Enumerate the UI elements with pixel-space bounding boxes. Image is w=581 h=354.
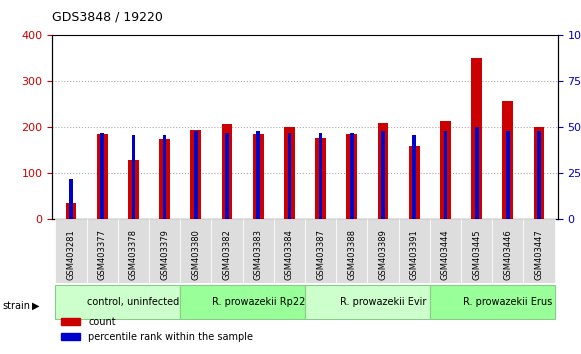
Bar (381, 131, 385, 219)
Bar (128, 160, 139, 219)
FancyBboxPatch shape (55, 219, 87, 283)
Bar (475, 127, 479, 219)
FancyBboxPatch shape (55, 285, 180, 319)
Legend: count, percentile rank within the sample: count, percentile rank within the sample (57, 313, 257, 346)
Text: R. prowazekii Evir: R. prowazekii Evir (340, 297, 426, 307)
Text: GSM403447: GSM403447 (535, 229, 544, 280)
Bar (506, 131, 510, 219)
FancyBboxPatch shape (523, 219, 555, 283)
FancyBboxPatch shape (461, 219, 492, 283)
Bar (253, 134, 264, 219)
Text: GSM403378: GSM403378 (129, 229, 138, 280)
Text: GSM403379: GSM403379 (160, 229, 169, 280)
Bar (346, 134, 357, 219)
Bar (69, 179, 73, 219)
Bar (191, 130, 201, 219)
FancyBboxPatch shape (211, 219, 243, 283)
Text: control, uninfected: control, uninfected (87, 297, 180, 307)
Text: R. prowazekii Rp22: R. prowazekii Rp22 (211, 297, 305, 307)
Bar (503, 101, 513, 219)
FancyBboxPatch shape (305, 285, 430, 319)
Bar (221, 124, 232, 219)
Text: R. prowazekii Erus: R. prowazekii Erus (463, 297, 553, 307)
Text: ▶: ▶ (32, 301, 40, 311)
Bar (159, 139, 170, 219)
FancyBboxPatch shape (336, 219, 367, 283)
Text: GSM403377: GSM403377 (98, 229, 107, 280)
FancyBboxPatch shape (492, 219, 523, 283)
FancyBboxPatch shape (274, 219, 305, 283)
Text: GDS3848 / 19220: GDS3848 / 19220 (52, 10, 163, 23)
Text: GSM403446: GSM403446 (503, 229, 512, 280)
FancyBboxPatch shape (180, 285, 305, 319)
Text: GSM403382: GSM403382 (223, 229, 231, 280)
Text: strain: strain (3, 301, 31, 311)
FancyBboxPatch shape (87, 219, 118, 283)
Bar (378, 123, 389, 219)
FancyBboxPatch shape (305, 219, 336, 283)
Bar (443, 131, 447, 219)
Text: GSM403384: GSM403384 (285, 229, 294, 280)
Bar (413, 135, 416, 219)
FancyBboxPatch shape (243, 219, 274, 283)
Bar (194, 131, 198, 219)
Text: GSM403388: GSM403388 (347, 229, 356, 280)
Bar (101, 133, 104, 219)
Bar (319, 133, 322, 219)
Bar (409, 146, 419, 219)
Bar (97, 134, 107, 219)
FancyBboxPatch shape (118, 219, 149, 283)
Text: GSM403391: GSM403391 (410, 229, 419, 280)
Bar (350, 133, 354, 219)
Bar (225, 133, 229, 219)
Bar (537, 131, 541, 219)
FancyBboxPatch shape (399, 219, 430, 283)
Bar (440, 120, 451, 219)
Text: GSM403281: GSM403281 (66, 229, 76, 280)
Text: GSM403380: GSM403380 (191, 229, 200, 280)
Bar (131, 135, 135, 219)
Text: GSM403389: GSM403389 (379, 229, 388, 280)
Bar (288, 133, 291, 219)
Text: GSM403444: GSM403444 (441, 229, 450, 280)
FancyBboxPatch shape (367, 219, 399, 283)
FancyBboxPatch shape (430, 219, 461, 283)
Bar (256, 131, 260, 219)
FancyBboxPatch shape (149, 219, 180, 283)
Bar (315, 138, 326, 219)
Text: GSM403383: GSM403383 (254, 229, 263, 280)
Bar (66, 203, 77, 219)
Text: GSM403387: GSM403387 (316, 229, 325, 280)
Text: GSM403445: GSM403445 (472, 229, 481, 280)
Bar (163, 135, 167, 219)
FancyBboxPatch shape (430, 285, 555, 319)
Bar (533, 126, 544, 219)
Bar (471, 58, 482, 219)
Bar (284, 126, 295, 219)
FancyBboxPatch shape (180, 219, 211, 283)
